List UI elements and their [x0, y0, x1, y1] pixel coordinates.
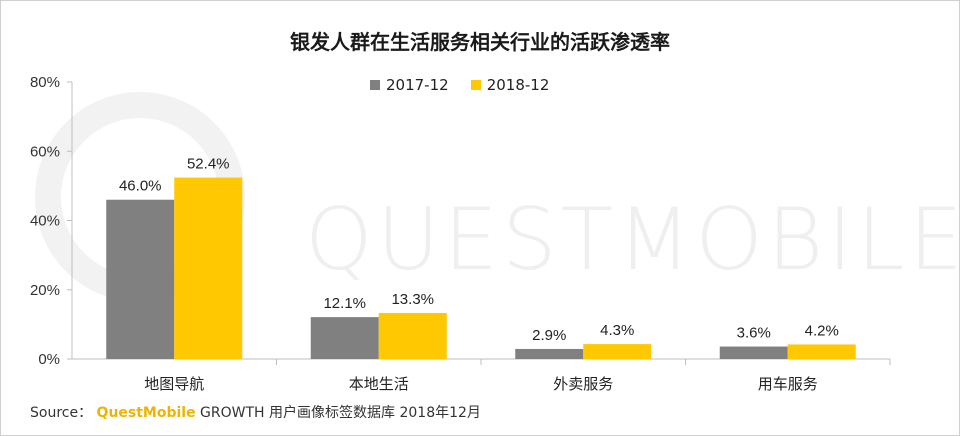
legend-label-2018: 2018-12 [486, 76, 550, 94]
source-brand: QuestMobile [96, 405, 196, 421]
y-tick-label: 60% [30, 143, 60, 160]
data-label: 4.2% [805, 322, 839, 339]
bar-2017-12-2 [515, 348, 584, 359]
chart-title: 银发人群在生活服务相关行业的活跃渗透率 [290, 30, 670, 54]
legend-item-2018: 2018-12 [470, 76, 550, 94]
x-tick-label: 用车服务 [758, 375, 818, 393]
legend-swatch-2018 [470, 80, 481, 90]
legend-swatch-2017 [370, 80, 380, 90]
y-tick-label: 80% [30, 74, 60, 91]
bar-2018-12-1 [378, 312, 447, 359]
y-tick-label: 40% [30, 213, 60, 230]
data-label: 2.9% [532, 327, 566, 344]
data-label: 46.0% [119, 178, 162, 195]
source-note: Source： QuestMobile GROWTH 用户画像标签数据库 201… [30, 402, 481, 422]
x-tick-label: 外卖服务 [553, 375, 613, 393]
data-label: 4.3% [600, 322, 634, 339]
data-label: 13.3% [391, 291, 434, 308]
bar-2017-12-3 [719, 346, 788, 359]
y-tick-label: 20% [30, 282, 60, 299]
bar-2017-12-0 [106, 199, 175, 359]
data-label: 52.4% [187, 156, 230, 173]
legend-label-2017: 2017-12 [386, 76, 449, 94]
bar-2018-12-0 [174, 177, 243, 359]
y-tick-label: 0% [38, 351, 60, 368]
legend-item-2017: 2017-12 [370, 76, 449, 94]
source-prefix: Source： [30, 405, 97, 421]
data-label: 12.1% [323, 295, 366, 312]
chart-legend: 2017-12 2018-12 [370, 76, 571, 94]
bar-2018-12-3 [787, 344, 856, 359]
watermark-text: QUESTMOBILE [305, 190, 960, 290]
x-tick-label: 本地生活 [349, 375, 409, 393]
data-label: 3.6% [737, 325, 771, 342]
source-rest: GROWTH 用户画像标签数据库 2018年12月 [195, 405, 481, 421]
bar-2018-12-2 [583, 344, 652, 359]
bar-2017-12-1 [310, 317, 379, 359]
x-tick-label: 地图导航 [144, 375, 204, 393]
